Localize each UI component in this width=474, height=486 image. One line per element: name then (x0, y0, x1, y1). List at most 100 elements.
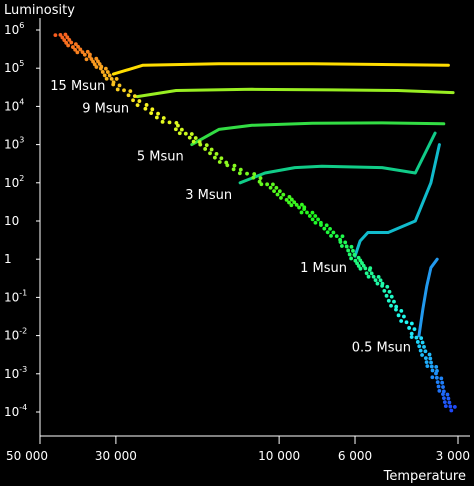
main-sequence-point (287, 195, 292, 199)
main-sequence-point (423, 356, 428, 361)
main-sequence-point (305, 210, 309, 215)
main-sequence-point (429, 364, 434, 369)
y-tick-label: 103 (4, 136, 24, 152)
y-tick-exponent: -2 (19, 327, 27, 336)
main-sequence-point (367, 268, 372, 272)
main-sequence-point (53, 33, 58, 38)
main-sequence-point (60, 35, 65, 40)
main-sequence-point (434, 371, 438, 376)
main-sequence-point (427, 352, 432, 357)
main-sequence-point (441, 392, 445, 397)
y-tick-base: 10 (4, 405, 19, 419)
main-sequence-point (238, 167, 243, 172)
main-sequence-point (409, 331, 414, 336)
main-sequence-point (294, 203, 299, 207)
main-sequence-point (287, 200, 291, 205)
main-sequence-point (351, 248, 355, 253)
track-line (238, 131, 437, 185)
main-sequence-point (435, 380, 440, 385)
main-sequence-point (407, 326, 412, 330)
main-sequence-point (203, 147, 208, 151)
main-sequence-point (382, 288, 387, 293)
main-sequence-point (268, 185, 273, 190)
y-tick-base: 10 (4, 23, 19, 37)
main-sequence-point (349, 256, 354, 261)
main-sequence-point (284, 197, 289, 202)
main-sequence-point (325, 230, 330, 235)
main-sequence-point (366, 274, 371, 279)
main-sequence-point (177, 131, 182, 136)
main-sequence-point (187, 135, 192, 140)
y-tick-base: 10 (4, 214, 19, 228)
main-sequence-point (279, 196, 283, 200)
track-label: 9 Msun (82, 102, 129, 117)
y-tick-label: 1 (4, 252, 12, 266)
main-sequence-point (75, 50, 80, 55)
main-sequence-point (449, 408, 454, 413)
main-sequence-point (346, 248, 351, 253)
y-tick-exponent: 6 (19, 21, 24, 30)
main-sequence-point (299, 210, 304, 215)
y-tick-exponent: 5 (19, 59, 24, 68)
y-tick-exponent: 2 (19, 174, 24, 183)
y-tick-base: 10 (4, 99, 19, 113)
main-sequence-point (292, 200, 297, 205)
main-sequence-point (387, 289, 392, 294)
track-label: 1 Msun (300, 261, 347, 276)
main-sequence-point (452, 405, 457, 409)
main-sequence-point (209, 147, 214, 152)
evolutionary-tracks (111, 62, 455, 338)
main-sequence-point (437, 388, 442, 393)
main-sequence-point (149, 111, 154, 116)
main-sequence-point (143, 106, 148, 111)
y-tick-base: 10 (4, 138, 19, 152)
main-sequence-point (63, 32, 68, 37)
main-sequence-point (394, 304, 399, 309)
main-sequence-point (281, 192, 286, 197)
main-sequence-point (340, 234, 345, 239)
main-sequence-point (150, 107, 155, 112)
main-sequence-point (313, 214, 318, 218)
main-sequence-point (214, 151, 219, 156)
main-sequence-point (111, 82, 116, 87)
track-line (190, 121, 446, 147)
main-sequence-point (447, 400, 452, 405)
main-sequence-points (53, 32, 457, 413)
main-sequence-point (65, 35, 70, 40)
main-sequence-point (364, 271, 369, 276)
main-sequence-point (289, 197, 294, 202)
main-sequence-point (132, 94, 137, 99)
main-sequence-point (109, 76, 114, 81)
y-tick-label: 102 (4, 174, 24, 190)
main-sequence-point (328, 226, 332, 231)
main-sequence-point (415, 340, 420, 344)
main-sequence-point (409, 335, 414, 339)
main-sequence-point (272, 189, 276, 194)
main-sequence-point (160, 119, 165, 124)
main-sequence-point (277, 189, 282, 194)
main-sequence-point (404, 320, 409, 325)
main-sequence-point (289, 203, 294, 208)
y-tick-exponent: -4 (19, 403, 27, 412)
main-sequence-point (64, 40, 69, 45)
main-sequence-point (313, 220, 318, 225)
y-tick-base: 10 (4, 367, 19, 381)
y-tick-label: 10-4 (4, 403, 27, 419)
main-sequence-point (300, 202, 304, 207)
x-tick-label: 50 000 (6, 449, 48, 463)
main-sequence-point (114, 77, 119, 81)
main-sequence-point (439, 376, 444, 381)
main-sequence-point (252, 172, 257, 176)
main-sequence-point (389, 303, 393, 308)
main-sequence-point (302, 207, 307, 212)
main-sequence-point (418, 348, 423, 353)
main-sequence-point (386, 298, 391, 303)
track-line (111, 62, 450, 76)
main-sequence-point (102, 73, 107, 78)
main-sequence-point (82, 52, 87, 57)
y-tick-base: 10 (4, 176, 19, 190)
main-sequence-point (179, 127, 184, 132)
main-sequence-point (191, 139, 196, 144)
main-sequence-point (373, 278, 378, 283)
main-sequence-point (445, 392, 450, 397)
